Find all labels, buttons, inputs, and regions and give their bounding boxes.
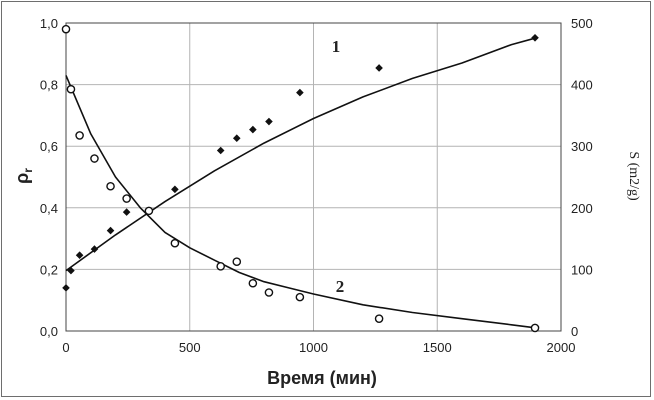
curve-label-1: 1 xyxy=(332,37,341,56)
y-tick-label: 0,4 xyxy=(40,201,58,216)
plot-area-border xyxy=(65,22,562,332)
data-point-series-1 xyxy=(171,185,179,194)
data-point-series-2 xyxy=(374,314,384,323)
y2-tick-label: 200 xyxy=(571,201,593,216)
y2-tick-label: 500 xyxy=(571,16,593,31)
y-tick-label: 0,0 xyxy=(40,324,58,339)
data-point-series-1 xyxy=(265,117,273,126)
y2-tick-label: 0 xyxy=(571,324,578,339)
y-tick-label: 0,2 xyxy=(40,262,58,277)
x-tick-label: 1500 xyxy=(423,340,452,355)
data-point-series-2 xyxy=(61,24,71,34)
data-point-series-2 xyxy=(75,131,84,140)
x-tick-label: 0 xyxy=(62,340,69,355)
y-tick-label: 0,8 xyxy=(40,78,58,93)
fit-curve-1 xyxy=(65,37,537,272)
fit-curve-2 xyxy=(65,75,537,329)
x-axis-title: Время (мин) xyxy=(267,368,377,388)
data-points xyxy=(61,24,540,333)
y-tick-label: 1,0 xyxy=(40,16,58,31)
axes xyxy=(65,22,562,332)
data-point-series-1 xyxy=(122,208,131,216)
grid xyxy=(65,22,562,332)
fit-curves xyxy=(65,37,537,329)
data-point-series-1 xyxy=(62,284,70,292)
data-point-series-1 xyxy=(249,125,257,134)
data-point-series-2 xyxy=(106,181,115,191)
y2-tick-label: 300 xyxy=(571,139,593,154)
data-point-series-1 xyxy=(90,245,99,253)
tick-labels: 0 500 1000 1500 20000,00,20,40,60,81,0010020… xyxy=(40,16,593,355)
curve-label-2: 2 xyxy=(336,277,345,296)
data-point-series-2 xyxy=(248,278,258,288)
data-point-series-1 xyxy=(67,266,75,275)
data-point-series-2 xyxy=(144,206,154,216)
y2-tick-label: 100 xyxy=(571,262,593,277)
data-point-series-1 xyxy=(296,88,304,97)
data-point-series-2 xyxy=(66,84,76,94)
data-point-series-2 xyxy=(295,292,305,302)
data-point-series-2 xyxy=(90,154,99,163)
data-point-series-2 xyxy=(216,262,225,271)
data-point-series-1 xyxy=(232,134,241,142)
data-point-series-2 xyxy=(264,288,274,297)
data-point-series-1 xyxy=(75,251,84,260)
data-point-series-1 xyxy=(531,33,539,42)
x-tick-label: 500 xyxy=(179,340,201,355)
data-point-series-2 xyxy=(530,323,540,333)
y-axis-title: ρr xyxy=(12,168,35,184)
data-point-series-1 xyxy=(106,226,115,235)
data-point-series-2 xyxy=(122,194,131,203)
data-point-series-1 xyxy=(216,146,225,155)
x-tick-label: 2000 xyxy=(547,340,576,355)
y2-axis-title: S (m2/g) xyxy=(626,151,641,201)
y-axis-title-sub: r xyxy=(21,168,35,173)
y-tick-label: 0,6 xyxy=(40,139,58,154)
y-axis-title-main: ρ xyxy=(12,173,32,184)
data-point-series-2 xyxy=(170,238,180,248)
y2-tick-label: 400 xyxy=(571,78,593,93)
data-point-series-1 xyxy=(375,64,383,72)
x-tick-label: 1000 xyxy=(299,340,328,355)
data-point-series-2 xyxy=(232,257,242,267)
